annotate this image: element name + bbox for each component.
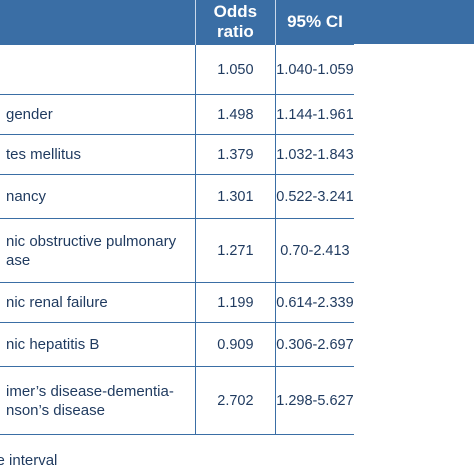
odds-ratio-table: Odds ratio 95% CI 1.050 1.040-1.059 gender… — [0, 0, 354, 435]
odds-ratio-cell: 1.199 — [194, 282, 276, 323]
ci-cell: 0.70-2.413 — [274, 218, 354, 283]
ci-cell: 0.614-2.339 — [274, 282, 354, 323]
table-row: gender 1.498 1.144-1.961 — [0, 94, 354, 135]
variable-cell: tes mellitus — [0, 134, 196, 175]
ci-cell: 0.306-2.697 — [274, 322, 354, 367]
table-header-row: Odds ratio 95% CI — [0, 0, 354, 45]
table-row: nic renal failure 1.199 0.614-2.339 — [0, 282, 354, 323]
footnote-text: dence interval — [0, 452, 58, 469]
header-ci: 95% CI — [274, 0, 354, 45]
variable-cell: nic renal failure — [0, 282, 196, 323]
table-row: imer’s disease-dementia-nson’s disease 2.… — [0, 366, 354, 435]
odds-ratio-cell: 2.702 — [194, 366, 276, 435]
variable-label: imer’s disease-dementia- — [6, 382, 174, 400]
variable-cell: nic hepatitis B — [0, 322, 196, 367]
table-row: tes mellitus 1.379 1.032-1.843 — [0, 134, 354, 175]
variable-label: ase — [6, 251, 31, 269]
odds-ratio-cell: 0.909 — [194, 322, 276, 367]
variable-label: nic obstructive pulmonary — [6, 232, 177, 250]
variable-cell — [0, 44, 196, 95]
ci-cell: 1.298-5.627 — [274, 366, 354, 435]
odds-ratio-cell: 1.050 — [194, 44, 276, 95]
odds-ratio-cell: 1.498 — [194, 94, 276, 135]
table-row: nancy 1.301 0.522-3.241 — [0, 174, 354, 219]
table-row: 1.050 1.040-1.059 — [0, 44, 354, 95]
variable-cell: nic obstructive pulmonary ase — [0, 218, 196, 283]
odds-ratio-cell: 1.301 — [194, 174, 276, 219]
header-odds-ratio: Odds ratio — [194, 0, 276, 45]
table-row: nic hepatitis B 0.909 0.306-2.697 — [0, 322, 354, 367]
variable-label: nson’s disease — [6, 401, 105, 419]
header-variable — [0, 0, 196, 45]
ci-cell: 1.040-1.059 — [274, 44, 354, 95]
odds-ratio-cell: 1.379 — [194, 134, 276, 175]
variable-label: nic renal failure — [6, 294, 108, 311]
table-footnote: dence interval — [0, 452, 57, 469]
variable-label: tes mellitus — [6, 146, 82, 163]
variable-cell: imer’s disease-dementia-nson’s disease — [0, 366, 196, 435]
ci-cell: 0.522-3.241 — [274, 174, 354, 219]
variable-cell: gender — [0, 94, 196, 135]
odds-ratio-cell: 1.271 — [194, 218, 276, 283]
variable-label: nancy — [6, 188, 47, 205]
ci-cell: 1.032-1.843 — [274, 134, 354, 175]
variable-label: nic hepatitis B — [6, 336, 100, 353]
ci-cell: 1.144-1.961 — [274, 94, 354, 135]
variable-cell: nancy — [0, 174, 196, 219]
table-row: nic obstructive pulmonary ase 1.271 0.70-2.… — [0, 218, 354, 283]
variable-label: gender — [6, 106, 53, 123]
